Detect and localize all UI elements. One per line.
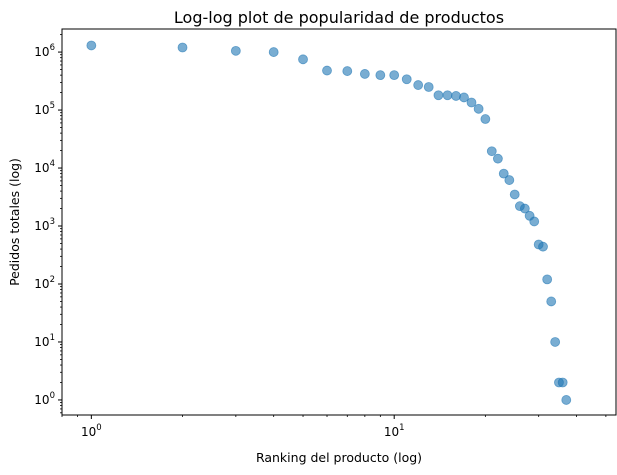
data-point [538,241,548,252]
chart-title: Log-log plot de popularidad de productos [174,8,504,27]
y-tick-label: 100 [34,391,55,407]
data-point [442,90,453,101]
x-tick-label: 101 [384,423,405,439]
x-axis-ticks: 100 101 [61,415,607,439]
data-point [480,114,491,124]
y-axis-label: Pedidos totales (log) [7,158,22,286]
data-point [557,377,568,388]
y-tick-label: 104 [34,159,55,175]
data-point [486,146,497,157]
data-point [492,153,503,164]
data-point [561,395,572,405]
data-point [298,54,308,65]
data-point [550,337,561,347]
data-point [542,274,553,285]
data-points [86,40,572,405]
data-point [504,175,515,185]
data-point [389,70,400,81]
data-point [466,97,477,108]
data-point [413,80,424,90]
y-tick-label: 102 [34,275,55,291]
y-tick-label: 106 [34,43,55,59]
x-tick-label: 100 [81,423,102,439]
data-point [177,42,188,53]
data-point [459,92,469,103]
data-point [342,66,353,76]
plot-area [61,28,617,416]
data-point [433,90,444,101]
data-point [86,40,97,51]
data-point [423,82,434,92]
data-point [546,296,557,307]
data-point [375,70,386,81]
y-tick-label: 103 [34,217,55,233]
data-point [322,65,332,76]
data-point [230,45,241,56]
data-point [359,69,370,79]
data-point [473,103,484,114]
data-point [401,74,412,85]
data-point [519,203,530,214]
y-tick-label: 105 [34,101,55,117]
data-point [268,47,279,57]
data-point [451,91,461,101]
data-point [509,189,520,200]
y-tick-label: 101 [34,333,55,349]
data-point [529,216,540,227]
axes-frame [61,28,617,416]
y-axis-ticks: 100 101 102 103 104 105 106 [34,34,62,414]
x-axis-label: Ranking del producto (log) [256,450,422,465]
data-point [498,168,509,179]
